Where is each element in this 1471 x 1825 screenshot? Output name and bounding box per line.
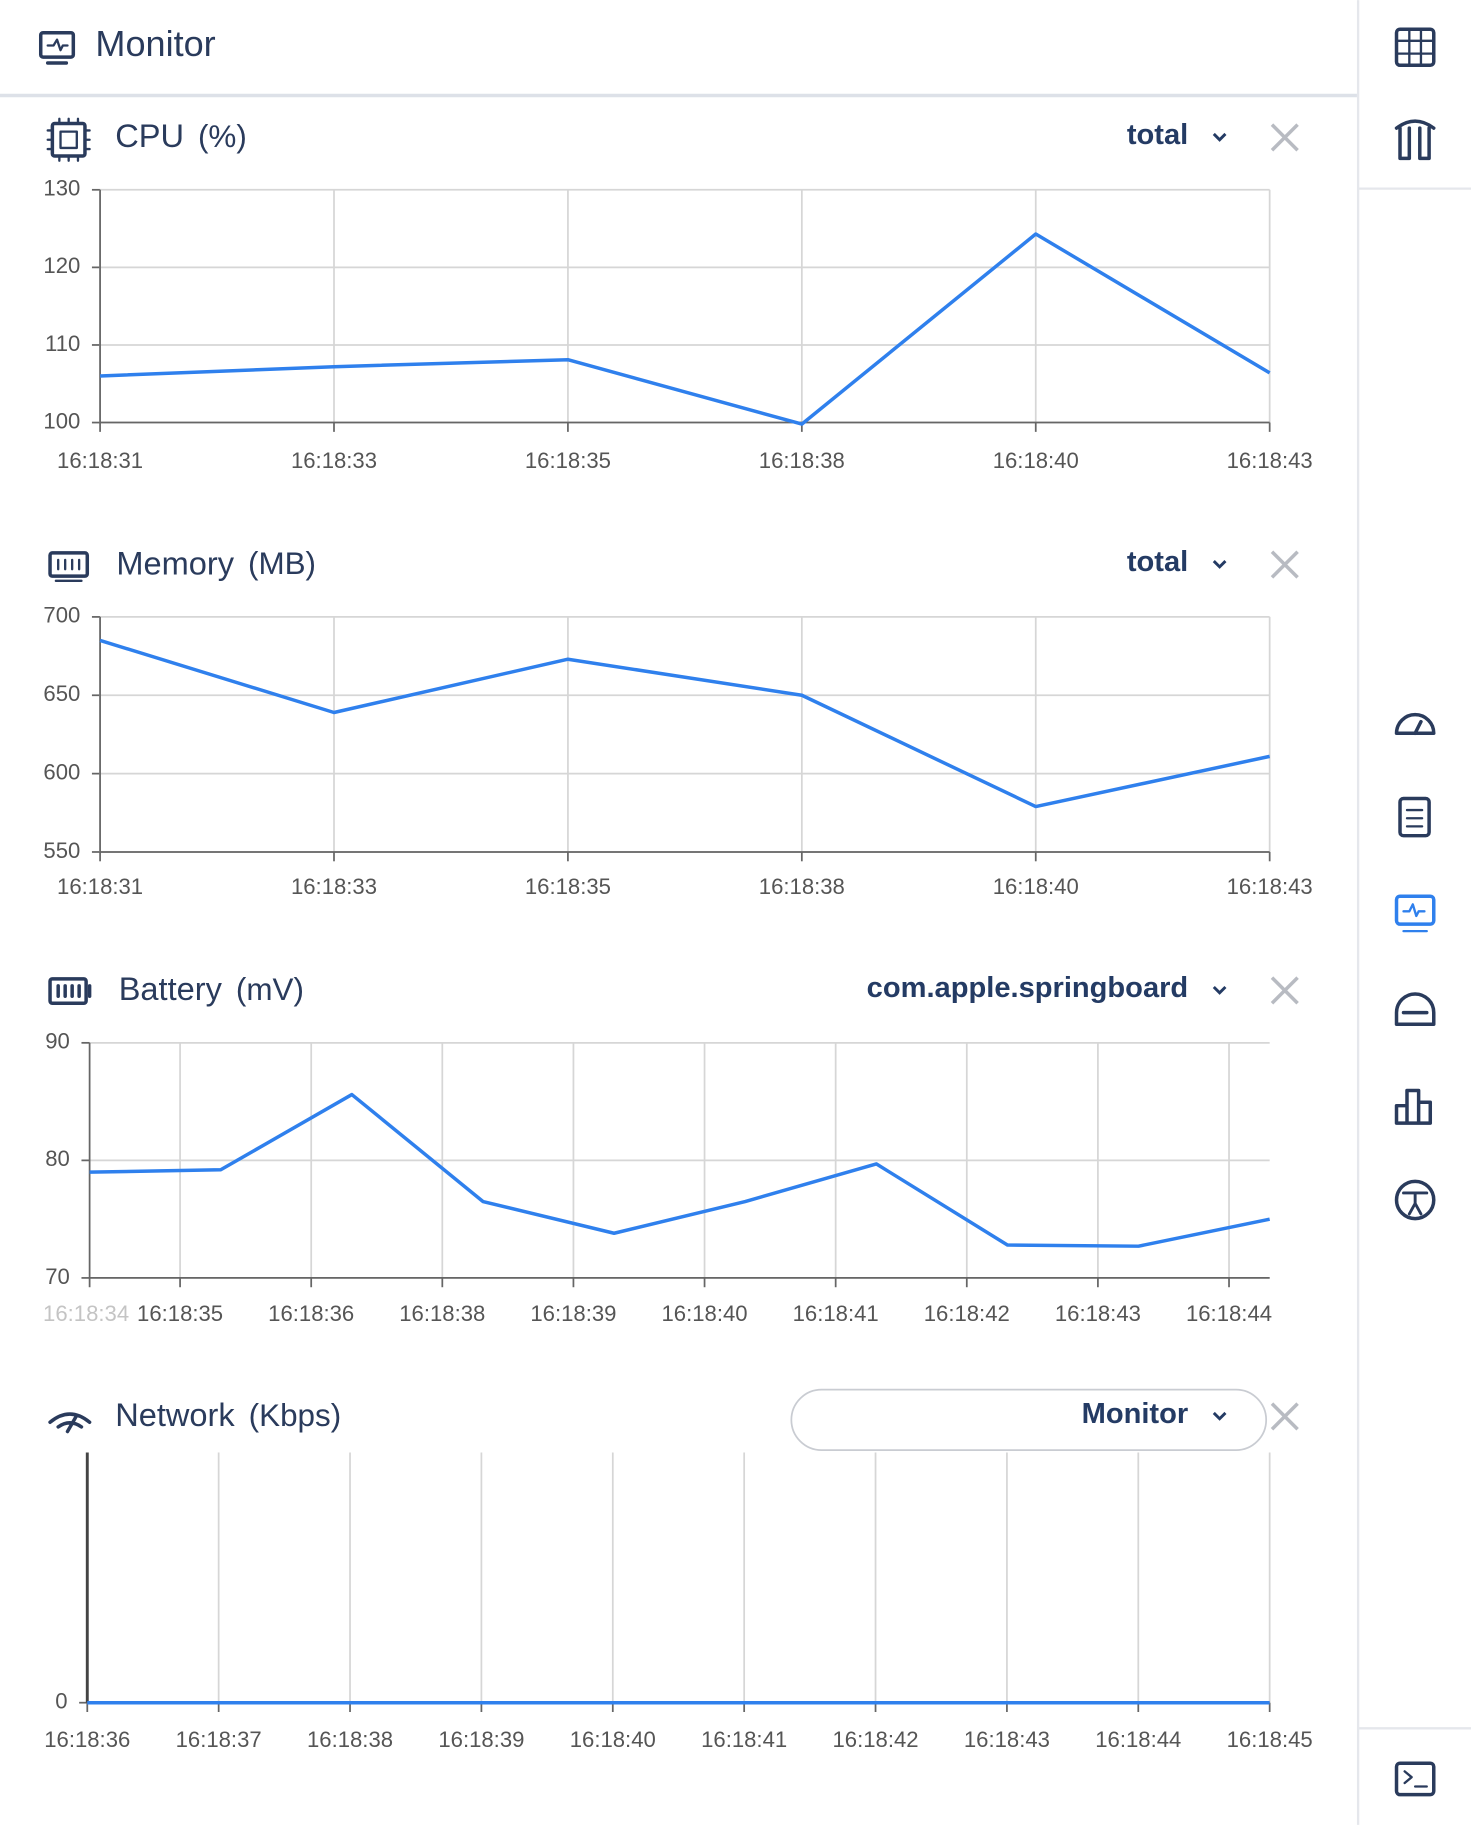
x-tick-label: 16:18:40 bbox=[993, 874, 1079, 899]
data-line bbox=[99, 638, 1271, 809]
panel-selector[interactable]: total bbox=[1127, 546, 1188, 578]
header-icon bbox=[38, 30, 76, 65]
x-tick-label: 16:18:38 bbox=[399, 1301, 485, 1326]
battery-icon bbox=[48, 977, 92, 1006]
close-button[interactable] bbox=[1270, 123, 1299, 152]
x-tick-label: 16:18:31 bbox=[57, 874, 143, 899]
x-tick-label: 16:18:35 bbox=[137, 1301, 223, 1326]
x-tick-label: 16:18:39 bbox=[438, 1727, 524, 1752]
x-tick-label: 16:18:36 bbox=[44, 1727, 130, 1752]
x-tick-label: 16:18:43 bbox=[1227, 874, 1313, 899]
data-line bbox=[100, 232, 1271, 426]
x-tick-label: 16:18:43 bbox=[1055, 1301, 1141, 1326]
x-tick-label: 16:18:45 bbox=[1227, 1727, 1313, 1752]
y-tick-label: 130 bbox=[43, 176, 80, 201]
doc-icon[interactable] bbox=[1398, 796, 1431, 838]
x-tick-label: 16:18:38 bbox=[759, 874, 845, 899]
y-tick-label: 70 bbox=[45, 1264, 70, 1289]
close-button[interactable] bbox=[1270, 1402, 1299, 1431]
x-tick-label: 16:18:41 bbox=[793, 1301, 879, 1326]
network-icon bbox=[48, 1412, 92, 1434]
x-tick-label: 16:18:37 bbox=[176, 1727, 262, 1752]
x-tick-label: 16:18:40 bbox=[570, 1727, 656, 1752]
data-line bbox=[89, 1092, 1271, 1248]
x-tick-label: 16:18:42 bbox=[924, 1301, 1010, 1326]
x-tick-label: 16:18:31 bbox=[57, 448, 143, 473]
x-tick-label: 16:18:35 bbox=[525, 448, 611, 473]
close-button[interactable] bbox=[1270, 976, 1299, 1005]
panel-title: CPU bbox=[115, 118, 184, 154]
grid-icon[interactable] bbox=[1394, 27, 1436, 68]
terminal-icon[interactable] bbox=[1394, 1761, 1436, 1797]
x-tick-label: 16:18:41 bbox=[701, 1727, 787, 1752]
panel-unit: (%) bbox=[198, 119, 247, 154]
selector-box[interactable] bbox=[790, 1388, 1268, 1452]
selector-chevron[interactable] bbox=[1212, 132, 1227, 142]
y-tick-label: 0 bbox=[55, 1689, 67, 1714]
memory-icon bbox=[48, 551, 90, 582]
x-tick-label: 16:18:44 bbox=[1095, 1727, 1181, 1752]
x-tick-label: 16:18:43 bbox=[1227, 448, 1313, 473]
selector-chevron[interactable] bbox=[1212, 560, 1227, 569]
y-tick-label: 120 bbox=[43, 253, 80, 278]
panel-title: Battery bbox=[119, 971, 223, 1007]
x-tick-label: 16:18:33 bbox=[291, 448, 377, 473]
panel-unit: (MB) bbox=[248, 546, 316, 581]
selector-chevron[interactable] bbox=[1212, 1411, 1227, 1421]
panel-unit: (Kbps) bbox=[249, 1398, 342, 1433]
y-tick-label: 650 bbox=[43, 681, 80, 706]
y-tick-label: 90 bbox=[45, 1029, 70, 1054]
monitor-icon[interactable] bbox=[1394, 894, 1436, 933]
x-tick-label: 16:18:44 bbox=[1186, 1301, 1272, 1326]
panel-title: Network bbox=[115, 1397, 235, 1433]
x-tick-label: 16:18:38 bbox=[307, 1727, 393, 1752]
x-tick-label: 16:18:40 bbox=[662, 1301, 748, 1326]
y-tick-label: 110 bbox=[45, 331, 80, 356]
panel-selector[interactable]: com.apple.springboard bbox=[867, 972, 1189, 1004]
x-tick-label: 16:18:39 bbox=[530, 1301, 616, 1326]
robot-icon[interactable] bbox=[1394, 992, 1436, 1026]
x-tick-label: 16:18:38 bbox=[759, 448, 845, 473]
panel-selector[interactable]: total bbox=[1127, 119, 1188, 151]
header-title: Monitor bbox=[95, 23, 215, 64]
close-button[interactable] bbox=[1270, 550, 1299, 579]
x-tick-label: 16:18:43 bbox=[964, 1727, 1050, 1752]
accessibility-icon[interactable] bbox=[1394, 1179, 1436, 1221]
panel-title: Memory bbox=[116, 545, 234, 581]
y-tick-label: 700 bbox=[43, 603, 80, 628]
tools-icon[interactable] bbox=[1394, 119, 1436, 161]
chart-icon[interactable] bbox=[1394, 1088, 1433, 1125]
x-tick-label: 16:18:36 bbox=[268, 1301, 354, 1326]
x-tick-label: 16:18:33 bbox=[291, 874, 377, 899]
selector-chevron[interactable] bbox=[1212, 985, 1227, 995]
panel-selector[interactable]: Monitor bbox=[1082, 1398, 1189, 1430]
y-tick-label: 100 bbox=[43, 408, 80, 433]
cpu-icon bbox=[46, 117, 91, 162]
gauge-icon[interactable] bbox=[1394, 712, 1436, 736]
x-tick-label: 16:18:42 bbox=[833, 1727, 919, 1752]
x-tick-label: 16:18:35 bbox=[525, 874, 611, 899]
y-tick-label: 80 bbox=[45, 1146, 70, 1171]
x-tick-label: 16:18:40 bbox=[993, 448, 1079, 473]
x-tick-label: 16:18:34 bbox=[43, 1301, 129, 1326]
y-tick-label: 600 bbox=[43, 759, 80, 784]
panel-unit: (mV) bbox=[236, 972, 304, 1007]
y-tick-label: 550 bbox=[43, 838, 80, 863]
